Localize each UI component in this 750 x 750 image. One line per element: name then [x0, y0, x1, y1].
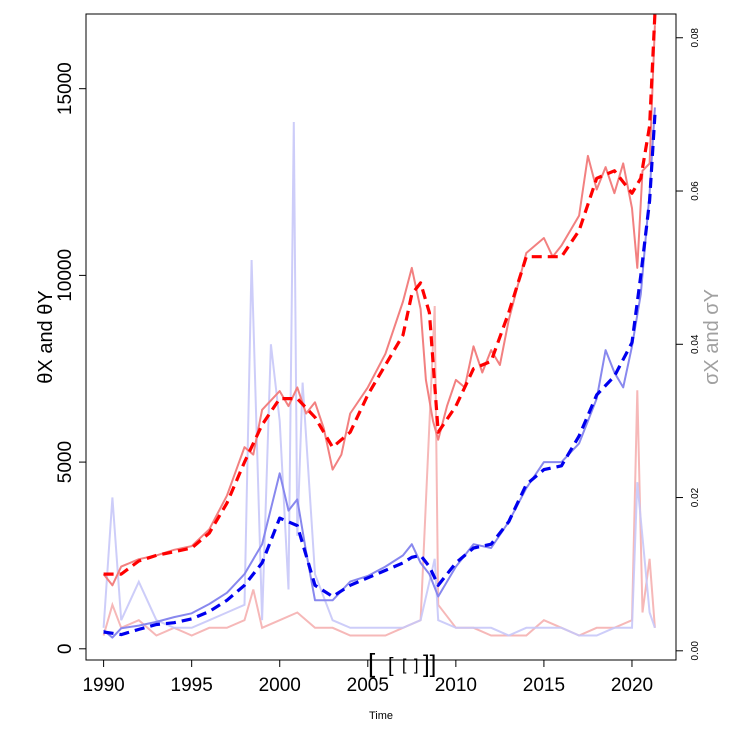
y-tick-label: 10000 [55, 249, 76, 302]
annotation-mark: ]] [423, 651, 436, 678]
y-axis-title: θX and θY [35, 290, 57, 383]
theta-lines [102, 14, 657, 639]
x-tick-label: 2005 [347, 675, 389, 696]
y-tick-label: 15000 [55, 62, 76, 115]
y2-axis-title: σX and σY [701, 289, 723, 385]
x-tick-label: 2010 [435, 675, 477, 696]
sigma-X-line [102, 305, 656, 637]
y-axis-right: 0.00 0.02 0.04 0.06 0.08 [675, 28, 701, 661]
y-tick-label: 0 [55, 644, 76, 655]
x-axis: 1990 1995 2000 2005 2010 2015 2020 [82, 659, 653, 696]
x-tick-label: 2020 [611, 675, 653, 696]
y2-tick-label: 0.02 [690, 487, 701, 507]
y2-tick-label: 0.00 [690, 641, 701, 661]
annotation-mark: [ [368, 648, 376, 678]
y2-tick-label: 0.08 [690, 28, 701, 48]
annotation-mark: ] [414, 657, 418, 674]
theta-X-observed-line [102, 25, 656, 587]
x-tick-label: 1990 [82, 675, 124, 696]
sigma-Y-line [102, 121, 656, 637]
x-tick-label: 2015 [523, 675, 565, 696]
theta-Y-observed-line [102, 107, 656, 639]
x-tick-label: 2000 [259, 675, 301, 696]
annotation-bracket-marks: [ [ [ ] ]] [368, 648, 436, 678]
y2-tick-label: 0.04 [690, 334, 701, 354]
y2-tick-label: 0.06 [690, 181, 701, 201]
x-tick-label: 1995 [171, 675, 213, 696]
annotation-mark: [ [402, 657, 407, 674]
volatility-lines [102, 121, 656, 637]
y-axis-left: 0 5000 10000 15000 [55, 62, 87, 655]
theta-X-smoothed-line [103, 14, 657, 576]
x-axis-title: Time [369, 710, 393, 722]
annotation-mark: [ [388, 655, 394, 677]
y-tick-label: 5000 [55, 441, 76, 483]
